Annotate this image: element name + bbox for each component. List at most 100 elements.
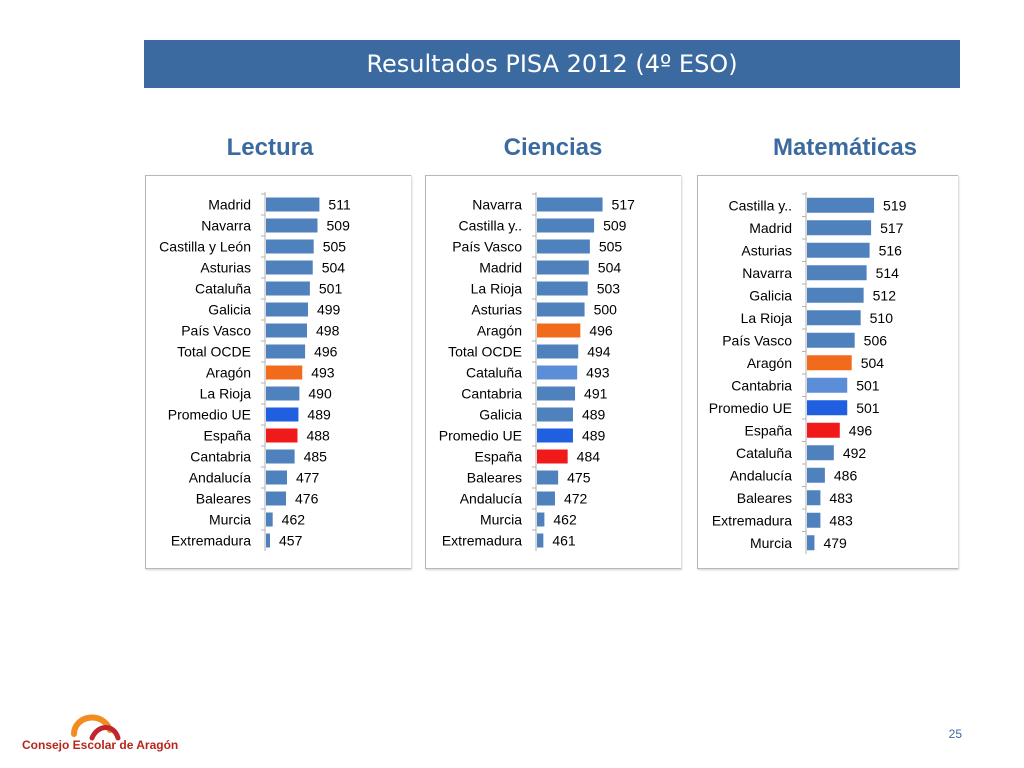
bar-cataluna	[807, 445, 834, 461]
bar-andalucia	[807, 467, 825, 483]
value-label-espana: 496	[849, 422, 873, 438]
category-label-aragon: Aragón	[477, 323, 522, 339]
bar-madrid	[266, 197, 320, 212]
category-label-castilla-y-leon: Castilla y León	[159, 239, 251, 255]
bar-cantabria	[537, 386, 576, 401]
value-label-pais-vasco: 505	[599, 239, 623, 255]
category-label-espana: España	[475, 449, 523, 465]
matematicas-bar-chart: Castilla y.. 519 Madrid 517 Asturias 516 Navar…	[709, 192, 907, 554]
category-label-baleares: Baleares	[737, 490, 792, 506]
value-label-navarra: 509	[327, 218, 351, 234]
bar-baleares	[537, 470, 559, 485]
ciencias-chart: Navarra 517 Castilla y.. 509 País Vasco 505 Ma…	[425, 175, 681, 569]
category-label-murcia: Murcia	[209, 512, 251, 528]
value-label-murcia: 462	[553, 512, 577, 528]
consejo-logo-icon	[71, 714, 121, 741]
category-label-extremadura: Extremadura	[442, 533, 522, 549]
value-label-baleares: 483	[829, 490, 853, 506]
bar-madrid	[537, 260, 589, 275]
bar-navarra	[807, 265, 867, 281]
category-label-castilla-y: Castilla y..	[458, 218, 522, 234]
bar-andalucia	[266, 470, 287, 485]
bar-baleares	[266, 491, 287, 506]
value-label-asturias: 516	[879, 242, 903, 258]
bar-promedio-ue	[807, 400, 848, 416]
bar-extremadura	[266, 533, 270, 548]
category-label-madrid: Madrid	[749, 220, 792, 236]
bar-castilla-y	[807, 197, 875, 213]
value-label-extremadura: 461	[552, 533, 576, 549]
value-label-cantabria: 485	[304, 449, 328, 465]
bar-navarra	[266, 218, 318, 233]
category-label-castilla-y: Castilla y..	[728, 197, 792, 213]
value-label-asturias: 500	[594, 302, 618, 318]
bar-andalucia	[537, 491, 555, 506]
bar-aragon	[537, 323, 581, 338]
lectura-chart: Madrid 511 Navarra 509 Castilla y León 505 Ast…	[145, 175, 411, 569]
value-label-promedio-ue: 501	[856, 400, 880, 416]
chart-title-matematicas: Matemáticas	[772, 134, 918, 161]
bar-castilla-y	[537, 218, 595, 233]
category-label-cantabria: Cantabria	[461, 386, 522, 402]
value-label-promedio-ue: 489	[582, 428, 606, 444]
category-label-murcia: Murcia	[750, 535, 792, 551]
bar-galicia	[266, 302, 308, 317]
category-label-la-rioja: La Rioja	[471, 281, 523, 297]
value-label-madrid: 504	[598, 260, 622, 276]
value-label-la-rioja: 510	[870, 310, 894, 326]
value-label-total-ocde: 496	[314, 344, 338, 360]
category-label-aragon: Aragón	[206, 365, 251, 381]
value-label-pais-vasco: 498	[316, 323, 340, 339]
value-label-murcia: 462	[282, 512, 306, 528]
category-label-asturias: Asturias	[471, 302, 522, 318]
lectura-bar-chart: Madrid 511 Navarra 509 Castilla y León 505 Ast…	[159, 192, 351, 551]
slide-title: Resultados PISA 2012 (4º ESO)	[144, 40, 960, 88]
value-label-cataluna: 493	[586, 365, 610, 381]
bar-espana	[537, 449, 568, 464]
category-label-madrid: Madrid	[479, 260, 522, 276]
value-label-aragon: 493	[311, 365, 335, 381]
category-label-pais-vasco: País Vasco	[722, 332, 792, 348]
category-label-total-ocde: Total OCDE	[177, 344, 251, 360]
bar-madrid	[807, 220, 872, 236]
bar-murcia	[537, 512, 545, 527]
value-label-aragon: 504	[861, 355, 885, 371]
bar-cataluna	[537, 365, 578, 380]
bar-asturias	[537, 302, 585, 317]
value-label-madrid: 511	[328, 197, 351, 213]
value-label-madrid: 517	[880, 220, 904, 236]
value-label-aragon: 496	[589, 323, 613, 339]
chart-title-lectura: Lectura	[226, 134, 314, 161]
category-label-la-rioja: La Rioja	[200, 386, 252, 402]
value-label-la-rioja: 490	[308, 386, 332, 402]
value-label-extremadura: 483	[829, 512, 853, 528]
bar-extremadura	[807, 512, 821, 528]
category-label-andalucia: Andalucía	[730, 467, 792, 483]
value-label-castilla-y: 509	[603, 218, 627, 234]
bar-espana	[807, 422, 840, 438]
bar-aragon	[266, 365, 303, 380]
value-label-espana: 488	[306, 428, 330, 444]
value-label-cantabria: 501	[856, 377, 880, 393]
bar-galicia	[807, 287, 864, 303]
value-label-castilla-y-leon: 505	[323, 239, 347, 255]
category-label-promedio-ue: Promedio UE	[168, 407, 251, 423]
value-label-cataluna: 492	[843, 445, 867, 461]
category-label-total-ocde: Total OCDE	[448, 344, 522, 360]
category-label-pais-vasco: País Vasco	[181, 323, 251, 339]
value-label-cantabria: 491	[584, 386, 608, 402]
bar-total-ocde	[266, 344, 306, 359]
bar-extremadura	[537, 533, 544, 548]
value-label-andalucia: 486	[834, 467, 858, 483]
value-label-baleares: 475	[567, 470, 591, 486]
category-label-madrid: Madrid	[208, 197, 251, 213]
value-label-extremadura: 457	[279, 533, 303, 549]
bar-cataluna	[266, 281, 310, 296]
category-label-aragon: Aragón	[747, 355, 792, 371]
bar-asturias	[807, 242, 870, 258]
category-label-asturias: Asturias	[200, 260, 251, 276]
bar-galicia	[537, 407, 573, 422]
category-label-espana: España	[204, 428, 252, 444]
value-label-cataluna: 501	[319, 281, 343, 297]
bar-pais-vasco	[537, 239, 590, 254]
